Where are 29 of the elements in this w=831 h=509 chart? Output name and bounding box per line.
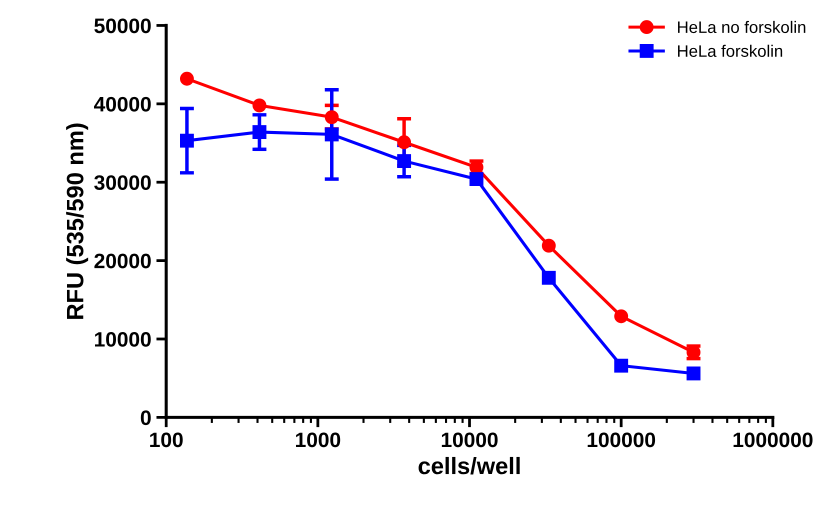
- y-axis-title: RFU (535/590 nm): [66, 124, 88, 319]
- point: [397, 154, 412, 168]
- point: [324, 127, 339, 142]
- point: [252, 125, 266, 139]
- point: [470, 172, 484, 186]
- x-tick-label: 100: [150, 432, 183, 448]
- point: [180, 134, 194, 148]
- y-tick-label: 0: [140, 410, 151, 426]
- point: [397, 135, 412, 150]
- point: [324, 110, 339, 124]
- point: [614, 358, 628, 373]
- x-tick-label: 10000: [442, 432, 498, 448]
- x-tick-label: 100000: [588, 432, 656, 448]
- x-tick-label: 1000: [296, 432, 340, 448]
- point: [180, 72, 194, 86]
- y-tick-label: 10000: [95, 332, 151, 347]
- point: [252, 98, 266, 112]
- x-tick-label: 1000000: [734, 432, 813, 448]
- y-tick-label: 20000: [94, 254, 151, 268]
- point: [686, 366, 700, 380]
- legend-label: HeLa no forskolin: [678, 20, 806, 34]
- y-tick-label: 50000: [94, 18, 151, 34]
- x-axis-title: cells/well: [418, 456, 520, 475]
- point: [542, 270, 556, 285]
- legend-label: HeLa forskolin: [678, 44, 782, 57]
- y-tick-label: 30000: [94, 175, 151, 190]
- point: [614, 309, 628, 324]
- y-tick-label: 40000: [94, 96, 151, 112]
- point: [542, 238, 556, 253]
